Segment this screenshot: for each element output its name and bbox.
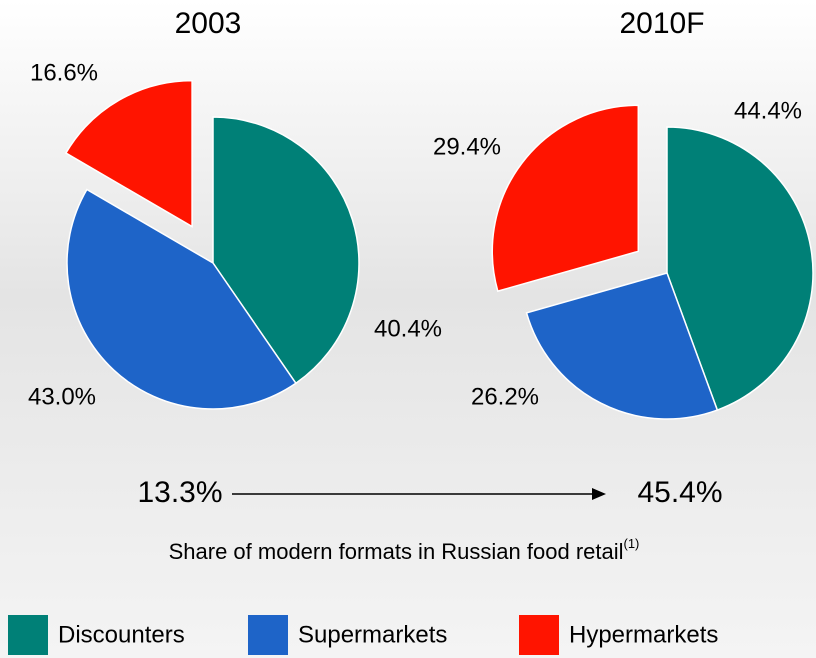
- annotation-from: 13.3%: [137, 476, 222, 509]
- footnote: (1): [624, 536, 640, 551]
- data-label: 16.6%: [30, 59, 98, 86]
- legend-swatch: [519, 615, 559, 655]
- data-label: 29.4%: [433, 133, 501, 160]
- data-label: 44.4%: [734, 97, 802, 124]
- caption-text: Share of modern formats in Russian food …: [169, 539, 624, 564]
- legend-label: Supermarkets: [298, 621, 447, 648]
- data-label: 43.0%: [28, 383, 96, 410]
- caption: Share of modern formats in Russian food …: [169, 536, 640, 563]
- legend-label: Hypermarkets: [569, 621, 718, 648]
- pie-title: 2003: [175, 7, 242, 40]
- data-label: 26.2%: [471, 383, 539, 410]
- annotation-to: 45.4%: [637, 476, 722, 509]
- legend-swatch: [248, 615, 288, 655]
- chart: 200340.4%43.0%16.6%2010F44.4%26.2%29.4% …: [0, 0, 816, 658]
- legend-label: Discounters: [58, 621, 185, 648]
- data-label: 40.4%: [374, 315, 442, 342]
- legend-swatch: [8, 615, 48, 655]
- pie-title: 2010F: [619, 7, 704, 40]
